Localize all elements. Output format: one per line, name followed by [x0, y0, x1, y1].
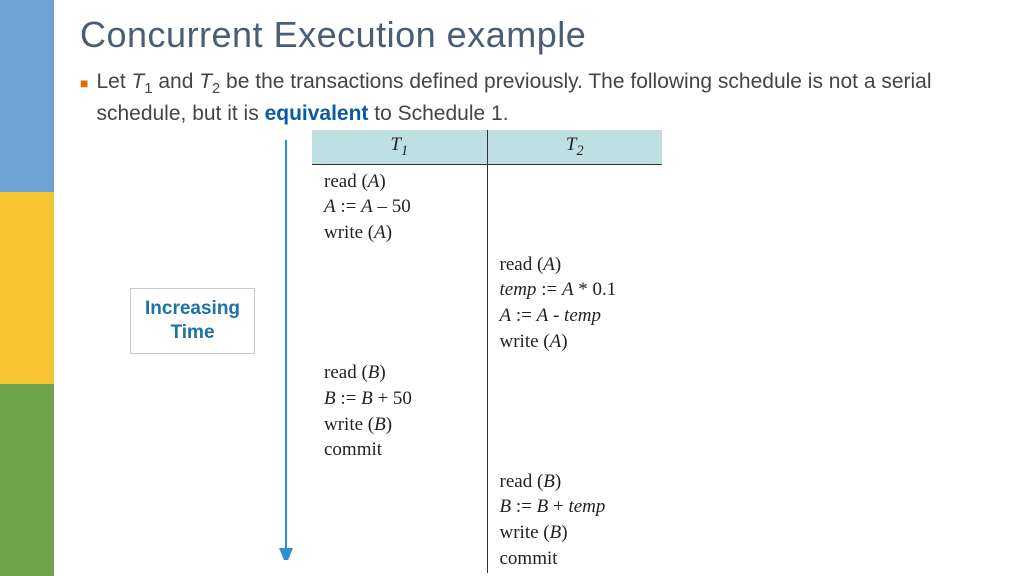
sidebar-stripes [0, 0, 54, 576]
stripe-top [0, 0, 54, 192]
cell-t1 [312, 248, 487, 357]
bullet-text: Let T1 and T2 be the transactions define… [96, 68, 994, 128]
cell-t2: read (B)B := B + tempwrite (B)commit [487, 465, 662, 574]
stripe-mid [0, 192, 54, 384]
bullet-row: ■ Let T1 and T2 be the transactions defi… [80, 68, 994, 128]
table-row: read (A)A := A – 50write (A) [312, 164, 662, 247]
cell-t2 [487, 164, 662, 247]
table-header-row: T1 T2 [312, 130, 662, 164]
table-row: read (B)B := B + tempwrite (B)commit [312, 465, 662, 574]
cell-t1: read (B)B := B + 50write (B)commit [312, 356, 487, 465]
keyword-equivalent: equivalent [265, 102, 369, 125]
table-row: read (A)temp := A * 0.1A := A - tempwrit… [312, 248, 662, 357]
header-t1: T1 [312, 130, 487, 164]
stripe-bot [0, 384, 54, 576]
slide-content: Concurrent Execution example ■ Let T1 an… [80, 14, 994, 128]
time-label-box: Increasing Time [130, 288, 255, 354]
schedule-table: T1 T2 read (A)A := A – 50write (A)read (… [312, 130, 662, 573]
header-t2: T2 [487, 130, 662, 164]
cell-t2 [487, 356, 662, 465]
cell-t1: read (A)A := A – 50write (A) [312, 164, 487, 247]
table-row: read (B)B := B + 50write (B)commit [312, 356, 662, 465]
slide-title: Concurrent Execution example [80, 14, 994, 56]
cell-t2: read (A)temp := A * 0.1A := A - tempwrit… [487, 248, 662, 357]
bullet-mark-icon: ■ [80, 74, 88, 93]
cell-t1 [312, 465, 487, 574]
table-body: read (A)A := A – 50write (A)read (A)temp… [312, 164, 662, 573]
time-arrow-icon [276, 140, 296, 560]
